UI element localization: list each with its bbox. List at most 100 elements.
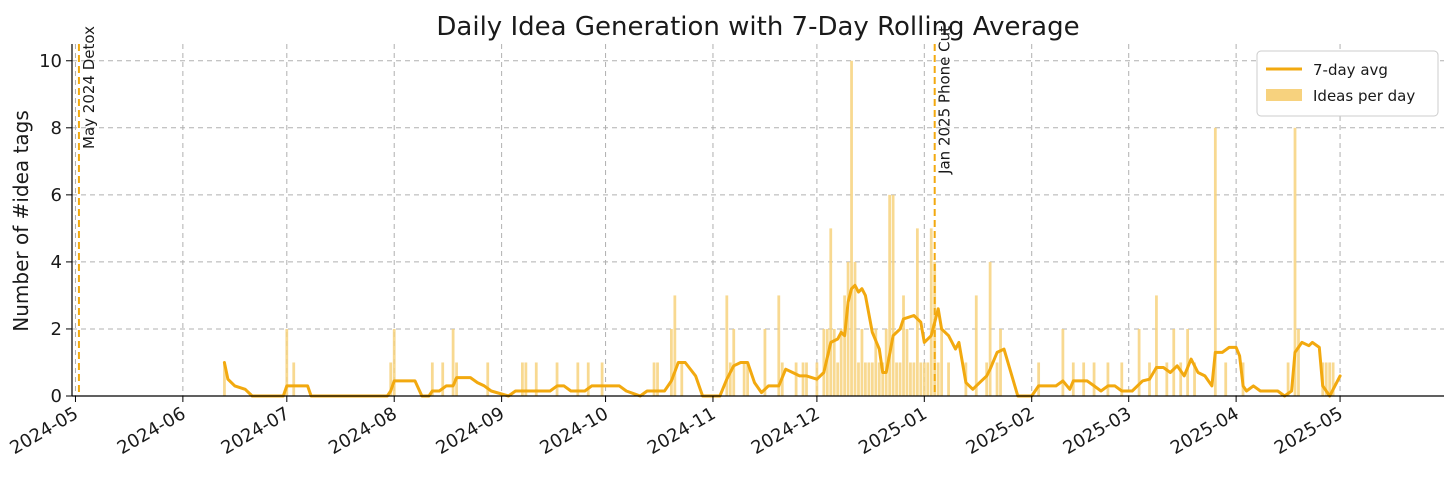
y-tick-label-10: 10 — [39, 51, 62, 72]
bar-2024-11-07 — [732, 328, 736, 396]
bars-ideas-per-day — [223, 60, 1335, 397]
bar-2024-12-12 — [853, 261, 857, 396]
bar-2024-11-16 — [763, 328, 767, 396]
legend: 7-day avg Ideas per day — [1256, 50, 1439, 117]
bar-2024-12-19 — [877, 362, 881, 396]
y-tick-label-6: 6 — [51, 185, 62, 206]
legend-swatch-ideas-per-day — [1266, 89, 1302, 101]
x-tick-label-2024-06: 2024-06 — [114, 403, 190, 459]
chart-title: Daily Idea Generation with 7-Day Rolling… — [436, 12, 1079, 42]
bar-2024-08-18 — [451, 328, 455, 396]
bar-2024-12-03 — [822, 328, 826, 396]
x-tick-label-2024-07: 2024-07 — [218, 403, 294, 459]
bar-2025-02-16 — [1082, 362, 1086, 396]
bar-2025-02-23 — [1106, 362, 1110, 396]
bar-2024-08-28 — [486, 362, 490, 396]
bar-2024-12-22 — [888, 194, 892, 396]
bar-2024-07-01 — [285, 328, 289, 396]
bar-2024-10-20 — [669, 328, 673, 396]
bar-2024-11-11 — [746, 362, 749, 396]
bar-2024-12-07 — [836, 362, 840, 396]
event-label-1: Jan 2025 Phone Cut — [936, 26, 954, 175]
legend-label-7-day-avg: 7-day avg — [1313, 61, 1388, 79]
bar-2024-12-15 — [864, 362, 867, 396]
bar-2024-11-20 — [777, 295, 781, 396]
x-tick-label-2024-09: 2024-09 — [432, 403, 508, 459]
bar-2024-12-05 — [829, 228, 833, 396]
bar-2025-03-18 — [1186, 328, 1190, 396]
bar-2025-04-16 — [1286, 362, 1290, 396]
bar-2024-09-08 — [524, 362, 528, 396]
bar-2024-12-06 — [832, 328, 836, 396]
bar-2025-02-19 — [1092, 362, 1096, 396]
bar-2024-09-17 — [555, 362, 559, 396]
y-tick-label-4: 4 — [51, 252, 62, 273]
bar-2025-03-20 — [1193, 362, 1196, 396]
bar-2025-03-26 — [1213, 127, 1217, 397]
legend-box — [1256, 50, 1439, 117]
bar-2024-12-23 — [891, 194, 895, 396]
x-tick-label-2025-01: 2025-01 — [855, 403, 931, 459]
bar-2024-12-27 — [905, 328, 909, 396]
y-tick-label-0: 0 — [51, 386, 62, 407]
bar-2024-11-05 — [725, 295, 729, 396]
bar-2024-08-15 — [441, 362, 445, 396]
bar-2025-01-08 — [947, 362, 950, 396]
bar-2024-09-30 — [600, 362, 604, 396]
bar-2024-12-30 — [915, 228, 919, 396]
bar-2024-11-10 — [742, 362, 746, 396]
bar-2024-12-21 — [884, 328, 888, 396]
bar-2024-10-15 — [652, 362, 656, 396]
bar-2024-12-20 — [881, 362, 885, 396]
bar-2024-09-11 — [534, 362, 538, 396]
event-markers: May 2024 Detox Jan 2025 Phone Cut — [77, 26, 954, 396]
bar-2025-01-01 — [922, 362, 926, 396]
bar-2025-01-16 — [974, 295, 978, 396]
y-ticks: 0 2 4 6 8 10 — [39, 51, 72, 407]
bar-2024-12-09 — [843, 295, 847, 396]
bar-2024-08-01 — [392, 328, 396, 396]
bar-2024-09-26 — [586, 362, 590, 396]
bar-2025-02-13 — [1071, 362, 1075, 396]
bar-2025-01-04 — [933, 261, 937, 396]
bar-2024-07-31 — [389, 362, 393, 396]
bar-2025-01-03 — [929, 228, 933, 396]
bar-2024-12-14 — [860, 328, 864, 396]
bar-2025-01-05 — [936, 362, 940, 396]
bar-2025-01-23 — [999, 328, 1002, 396]
bar-2025-04-29 — [1331, 362, 1335, 396]
bar-2024-12-26 — [902, 295, 905, 396]
bar-2024-11-28 — [805, 362, 808, 396]
event-label-0: May 2024 Detox — [80, 26, 98, 149]
bar-2024-12-29 — [912, 362, 916, 396]
bar-2025-03-09 — [1155, 295, 1158, 396]
bar-2025-01-20 — [988, 261, 992, 396]
bar-2024-10-21 — [673, 295, 677, 396]
x-tick-label-2025-05: 2025-05 — [1271, 403, 1347, 459]
x-tick-label-2025-02: 2025-02 — [963, 403, 1039, 459]
y-tick-label-8: 8 — [51, 118, 62, 139]
line-7-day-avg — [222, 283, 1342, 398]
bar-2024-11-27 — [801, 362, 805, 396]
bar-2025-04-28 — [1328, 362, 1332, 396]
x-tick-label-2024-08: 2024-08 — [325, 403, 401, 459]
grid-lines — [72, 44, 1444, 397]
bar-2024-10-23 — [680, 362, 684, 396]
bar-2024-07-03 — [292, 362, 296, 396]
bar-2025-03-16 — [1179, 362, 1183, 396]
bar-2024-12-10 — [846, 261, 850, 396]
bar-2024-12-17 — [870, 362, 874, 396]
bar-2024-11-25 — [794, 362, 798, 396]
bar-2025-03-12 — [1165, 362, 1169, 396]
bar-2025-01-02 — [926, 362, 930, 396]
bar-2025-03-14 — [1172, 328, 1176, 396]
bar-2024-12-25 — [898, 362, 902, 396]
bar-2024-12-11 — [850, 60, 853, 397]
bar-2025-01-06 — [940, 328, 944, 396]
bar-2024-08-12 — [430, 362, 434, 396]
bar-2024-12-18 — [874, 328, 878, 396]
bar-2024-06-13 — [223, 362, 226, 396]
bar-2024-11-06 — [728, 362, 732, 396]
bar-2025-04-18 — [1293, 127, 1297, 397]
legend-label-ideas-per-day: Ideas per day — [1313, 87, 1415, 105]
